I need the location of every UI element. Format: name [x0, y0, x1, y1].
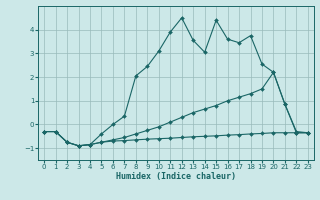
X-axis label: Humidex (Indice chaleur): Humidex (Indice chaleur): [116, 172, 236, 181]
